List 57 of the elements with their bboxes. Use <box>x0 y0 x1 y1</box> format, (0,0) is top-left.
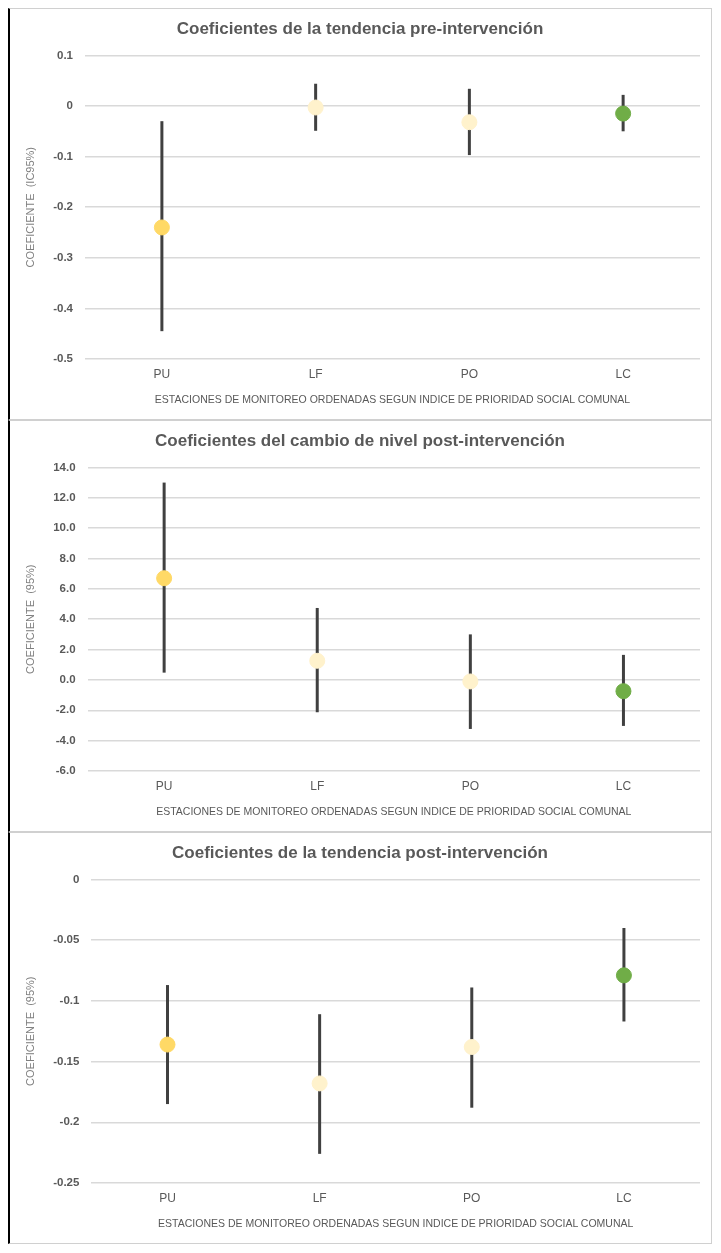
x-tick-label: LC <box>615 366 632 381</box>
y-tick-label: -0.1 <box>59 994 80 1007</box>
y-tick-label: 12.0 <box>53 490 76 503</box>
point <box>615 683 632 700</box>
y-tick-label: -0.2 <box>53 200 74 213</box>
y-tick-label: -0.3 <box>53 250 74 263</box>
y-tick-label: -0.1 <box>53 149 74 162</box>
point <box>159 1036 176 1053</box>
chart-title: Coeficientes de la tendencia post-intervención <box>172 842 548 862</box>
point <box>462 673 479 690</box>
point <box>309 652 326 669</box>
y-tick-label: -2.0 <box>55 703 76 716</box>
x-tick-label: PO <box>463 1190 481 1205</box>
point <box>615 967 632 984</box>
y-axis-title: COEFICIENTE (95%) <box>23 976 36 1086</box>
point <box>461 114 478 131</box>
y-tick-label: 10.0 <box>53 521 76 534</box>
y-tick-label: -0.4 <box>53 301 74 314</box>
y-tick-label: 14.0 <box>53 460 76 473</box>
y-tick-label: 0.1 <box>57 48 74 61</box>
y-axis-title: COEFICIENTE (95%) <box>23 564 36 674</box>
y-tick-label: -0.05 <box>53 933 81 946</box>
x-axis-title: ESTACIONES DE MONITOREO ORDENADAS SEGUN INDICE DE PRIORIDAD SOCIAL COMUNAL <box>156 804 632 817</box>
point <box>156 570 173 587</box>
point <box>615 105 632 122</box>
x-tick-label: LF <box>312 1190 327 1205</box>
x-axis-title: ESTACIONES DE MONITOREO ORDENADAS SEGUN INDICE DE PRIORIDAD SOCIAL COMUNAL <box>154 392 631 405</box>
y-tick-label: 4.0 <box>59 612 76 625</box>
point <box>307 99 324 116</box>
x-tick-label: PU <box>159 1190 176 1205</box>
y-tick-label: 8.0 <box>59 551 76 564</box>
point <box>311 1075 328 1092</box>
y-tick-label: -0.5 <box>53 352 74 365</box>
y-tick-label: 2.0 <box>59 642 76 655</box>
y-tick-label: 6.0 <box>59 582 76 595</box>
x-tick-label: PO <box>461 778 480 793</box>
y-tick-label: -0.25 <box>53 1176 81 1189</box>
y-tick-label: 0 <box>73 872 80 885</box>
y-tick-label: -4.0 <box>55 733 76 746</box>
y-tick-label: 0.0 <box>59 673 76 686</box>
x-tick-label: PO <box>460 366 479 381</box>
x-axis-title: ESTACIONES DE MONITOREO ORDENADAS SEGUN INDICE DE PRIORIDAD SOCIAL COMUNAL <box>158 1216 634 1229</box>
x-tick-label: PU <box>155 778 173 793</box>
y-tick-label: 0 <box>66 99 74 112</box>
x-tick-label: LC <box>615 778 632 793</box>
y-tick-label: -0.15 <box>53 1054 81 1067</box>
point <box>463 1038 480 1055</box>
x-tick-label: LF <box>310 778 325 793</box>
x-tick-label: LC <box>616 1190 632 1205</box>
chart-title: Coeficientes del cambio de nivel post-intervención <box>155 430 565 450</box>
y-axis-title: COEFICIENTE (IC95%) <box>23 147 36 268</box>
y-tick-label: -0.2 <box>59 1115 80 1128</box>
x-tick-label: PU <box>153 366 171 381</box>
y-tick-label: -6.0 <box>55 764 76 777</box>
chart-title: Coeficientes de la tendencia pre-intervención <box>176 18 544 38</box>
x-tick-label: LF <box>308 366 323 381</box>
point <box>153 219 170 236</box>
